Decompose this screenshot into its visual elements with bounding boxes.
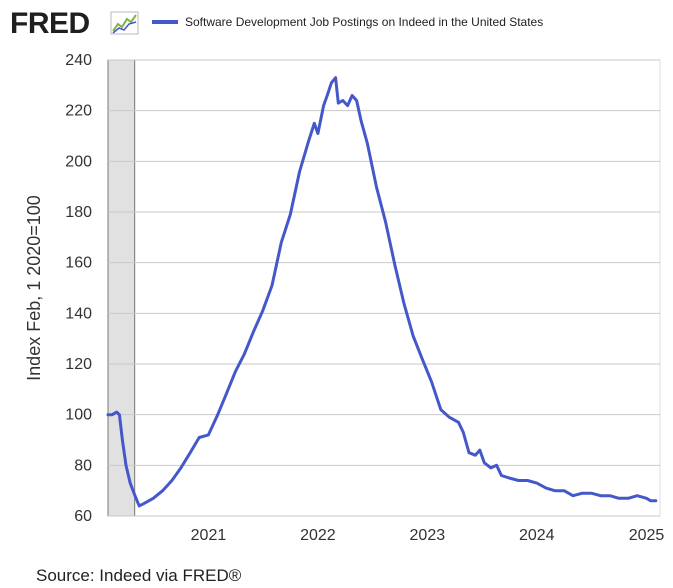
source-note: Source: Indeed via FRED® xyxy=(36,566,242,585)
y-tick-label: 180 xyxy=(65,204,92,221)
y-tick-label: 60 xyxy=(74,508,92,525)
plot-area xyxy=(107,59,661,517)
y-tick-label: 140 xyxy=(65,305,92,322)
legend-label: Software Development Job Postings on Ind… xyxy=(185,15,543,29)
x-tick-label: 2021 xyxy=(191,527,227,544)
y-tick-label: 160 xyxy=(65,255,92,272)
fred-logo-text: FRED xyxy=(10,7,90,40)
y-tick-label: 220 xyxy=(65,103,92,120)
x-tick-label: 2025 xyxy=(629,527,665,544)
fred-logo[interactable]: FRED xyxy=(10,7,139,40)
y-tick-label: 120 xyxy=(65,356,92,373)
y-tick-label: 240 xyxy=(65,52,92,69)
y-axis-label: Index Feb, 1 2020=100 xyxy=(24,195,44,381)
y-axis-ticks: 60 80 100 120 140 160 180 200 220 240 xyxy=(65,52,92,525)
y-tick-label: 80 xyxy=(74,457,92,474)
gridlines xyxy=(108,59,660,517)
x-tick-label: 2023 xyxy=(410,527,446,544)
y-tick-label: 200 xyxy=(65,153,92,170)
x-axis-ticks: 2021 2022 2023 2024 2025 xyxy=(191,527,665,544)
x-tick-label: 2024 xyxy=(519,527,555,544)
y-tick-label: 100 xyxy=(65,407,92,424)
line-graph-icon xyxy=(110,11,139,35)
x-tick-label: 2022 xyxy=(300,527,336,544)
recession-shading xyxy=(107,59,136,517)
series-line xyxy=(106,76,658,508)
legend: Software Development Job Postings on Ind… xyxy=(152,15,543,29)
